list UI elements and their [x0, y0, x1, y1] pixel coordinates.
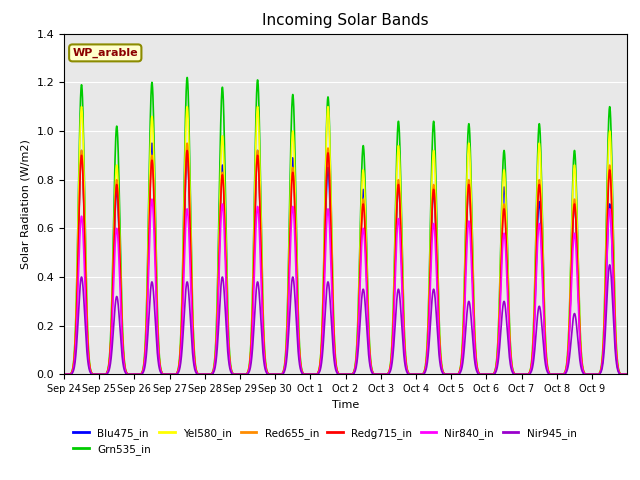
X-axis label: Time: Time: [332, 400, 359, 409]
Legend: Blu475_in, Grn535_in, Yel580_in, Red655_in, Redg715_in, Nir840_in, Nir945_in: Blu475_in, Grn535_in, Yel580_in, Red655_…: [69, 424, 580, 459]
Title: Incoming Solar Bands: Incoming Solar Bands: [262, 13, 429, 28]
Y-axis label: Solar Radiation (W/m2): Solar Radiation (W/m2): [21, 139, 31, 269]
Text: WP_arable: WP_arable: [72, 48, 138, 58]
